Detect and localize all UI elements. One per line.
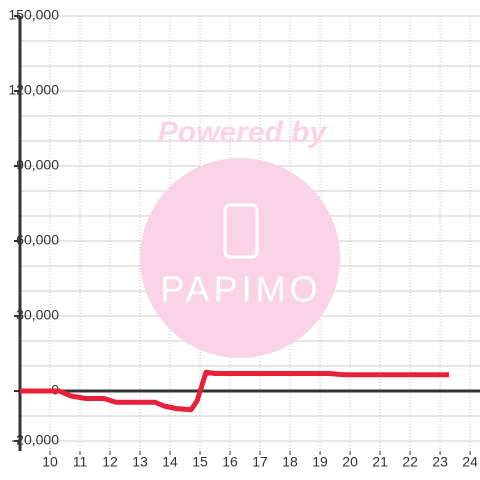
y-tick-label: 30,000 [16,307,59,323]
y-tick-label: 60,000 [16,232,59,248]
x-tick-label: 12 [102,454,118,470]
x-tick-label: 17 [252,454,268,470]
x-tick-label: 23 [432,454,448,470]
x-tick-label: 24 [462,454,478,470]
x-tick-label: 18 [282,454,298,470]
watermark: Powered by PAPIMO [140,116,340,358]
y-tick-label: 90,000 [16,157,59,173]
x-tick-label: 16 [222,454,238,470]
x-tick-label: 11 [73,454,88,470]
y-tick-label: -20,000 [12,432,60,448]
x-tick-label: 15 [192,454,208,470]
watermark-logo: PAPIMO [160,269,321,310]
watermark-text: Powered by [158,116,328,149]
x-tick-label: 21 [372,454,388,470]
data-line [20,369,450,413]
y-tick-label: 150,000 [8,7,59,23]
x-tick-label: 22 [402,454,418,470]
x-tick-label: 19 [312,454,328,470]
x-tick-label: 20 [342,454,358,470]
x-tick-label: 13 [132,454,148,470]
watermark-icon [223,203,259,259]
y-tick-label: 120,000 [8,82,59,98]
x-tick-label: 14 [162,454,178,470]
x-tick-label: 10 [42,454,58,470]
